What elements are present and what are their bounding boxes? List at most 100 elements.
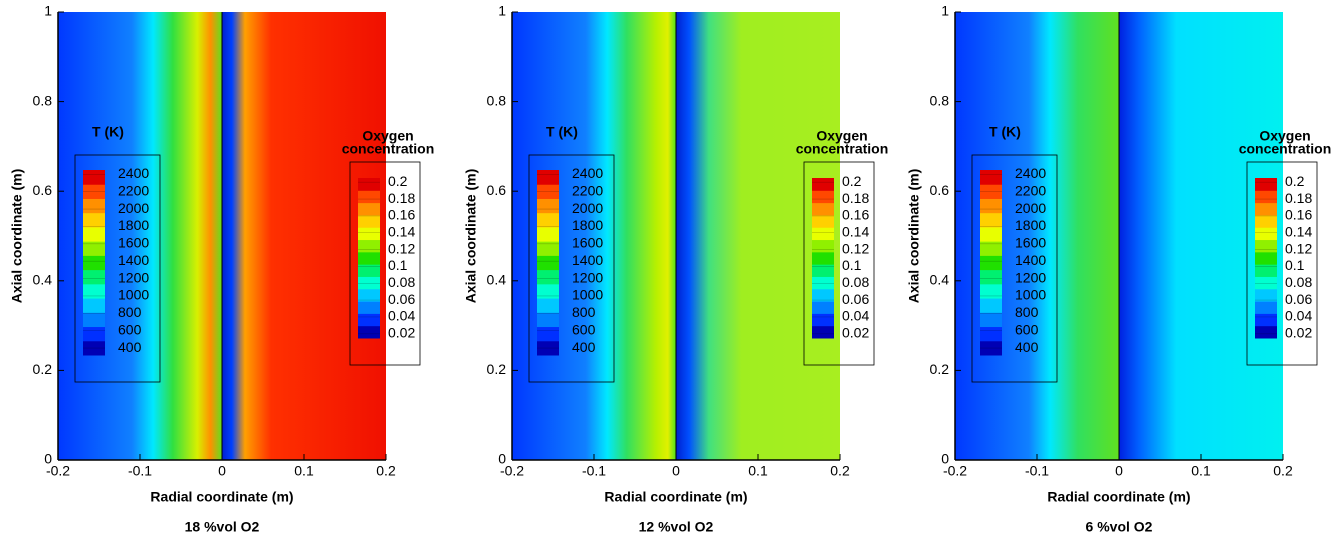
x-tick-label: -0.2: [46, 463, 70, 479]
colorbar-band: [537, 326, 559, 342]
colorbar-tick-label: 0.04: [842, 308, 869, 324]
colorbar-band: [83, 255, 105, 271]
colorbar-band: [83, 184, 105, 199]
y-tick-label: 0.6: [487, 182, 507, 198]
colorbar-band: [812, 227, 834, 241]
colorbar-band: [812, 313, 834, 327]
legend-box: [349, 161, 421, 366]
y-tick-label: 0.4: [33, 272, 53, 288]
y-axis-label: Axial coordinate (m): [906, 169, 922, 304]
x-tick-label: -0.2: [943, 463, 967, 479]
colorbar-tick-label: 1400: [572, 252, 603, 268]
colorbar-band: [812, 202, 834, 216]
x-tick-label: 0.1: [294, 463, 314, 479]
colorbar-tick-label: 0.04: [1285, 308, 1312, 324]
colorbar-tick-label: 2200: [1015, 182, 1046, 198]
colorbar-band: [358, 276, 380, 290]
colorbar-tick-label: 0.08: [1285, 274, 1312, 290]
colorbar-band: [980, 170, 1002, 185]
colorbar-tick-label: 400: [572, 339, 596, 355]
colorbar-band: [980, 340, 1002, 356]
colorbar-band: [980, 184, 1002, 199]
colorbar-tick-label: 0.2: [842, 173, 862, 189]
colorbar-tick-label: 2200: [572, 182, 603, 198]
colorbar-band: [980, 241, 1002, 256]
colorbar-tick-label: 0.12: [388, 240, 415, 256]
legend-box: [1246, 161, 1318, 366]
colorbar-band: [358, 325, 380, 339]
x-tick-label: 0: [672, 463, 680, 479]
caption: 6 %vol O2: [1086, 519, 1153, 535]
colorbar-band: [358, 264, 380, 277]
colorbar-band: [83, 326, 105, 342]
colorbar-band: [1255, 178, 1277, 191]
colorbar-tick-label: 800: [1015, 304, 1039, 320]
colorbar-band: [358, 178, 380, 191]
colorbar-band: [980, 198, 1002, 214]
colorbar-band: [812, 190, 834, 204]
colorbar-band: [537, 170, 559, 185]
colorbar-title: concentration: [342, 141, 435, 157]
colorbar-tick-label: 1800: [118, 217, 149, 233]
colorbar-tick-label: 1200: [572, 269, 603, 285]
colorbar-tick-label: 2000: [118, 200, 149, 216]
y-tick-label: 0.4: [930, 272, 950, 288]
colorbar-band: [980, 212, 1002, 228]
colorbar-band: [980, 298, 1002, 313]
colorbar-band: [83, 170, 105, 185]
y-tick-label: 1: [44, 3, 52, 19]
colorbar-tick-label: 2400: [118, 165, 149, 181]
colorbar-tick-label: 0.02: [388, 324, 415, 340]
colorbar-tick-label: 0.16: [388, 207, 415, 223]
colorbar-title: T (K): [989, 124, 1021, 140]
colorbar-band: [537, 298, 559, 313]
y-tick-label: 0.2: [33, 361, 53, 377]
colorbar-tick-label: 0.14: [388, 223, 415, 239]
colorbar-tick-label: 0.06: [1285, 291, 1312, 307]
colorbar-tick-label: 1800: [1015, 217, 1046, 233]
x-tick-label: 0.2: [830, 463, 850, 479]
colorbar-title: Oxygen: [816, 128, 867, 144]
colorbar-band: [537, 340, 559, 356]
colorbar-tick-label: 1400: [118, 252, 149, 268]
legend-box: [528, 154, 615, 383]
legend-box: [803, 161, 875, 366]
colorbar-tick-label: 2200: [118, 182, 149, 198]
colorbar-tick-label: 0.16: [842, 207, 869, 223]
colorbar-tick-label: 1400: [1015, 252, 1046, 268]
colorbar-band: [83, 283, 105, 299]
colorbar-band: [1255, 301, 1277, 314]
colorbar-band: [1255, 202, 1277, 216]
colorbar-tick-label: 400: [1015, 339, 1039, 355]
colorbar-band: [358, 239, 380, 253]
colorbar-band: [537, 283, 559, 299]
colorbar-band: [537, 198, 559, 214]
colorbar-band: [1255, 288, 1277, 302]
colorbar-band: [83, 212, 105, 228]
colorbar-band: [358, 202, 380, 216]
colorbar-band: [358, 301, 380, 314]
y-axis-label: Axial coordinate (m): [9, 169, 25, 304]
colorbar-band: [537, 269, 559, 285]
y-axis-label: Axial coordinate (m): [463, 169, 479, 304]
colorbar-band: [537, 184, 559, 199]
x-tick-label: 0.2: [376, 463, 396, 479]
x-tick-label: -0.1: [582, 463, 606, 479]
colorbar-band: [358, 190, 380, 204]
x-tick-label: 0: [218, 463, 226, 479]
colorbar-title: concentration: [1239, 141, 1331, 157]
y-tick-label: 0: [498, 451, 506, 467]
colorbar-tick-label: 0.1: [1285, 257, 1305, 273]
colorbar-band: [812, 214, 834, 228]
colorbar-band: [358, 288, 380, 302]
colorbar-tick-label: 0.08: [388, 274, 415, 290]
colorbar-band: [358, 214, 380, 228]
colorbar-tick-label: 600: [572, 321, 596, 337]
colorbar-tick-label: 1200: [118, 269, 149, 285]
colorbar-tick-label: 0.18: [1285, 190, 1312, 206]
colorbar-tick-label: 0.06: [842, 291, 869, 307]
y-tick-label: 0: [941, 451, 949, 467]
colorbar-band: [980, 326, 1002, 342]
